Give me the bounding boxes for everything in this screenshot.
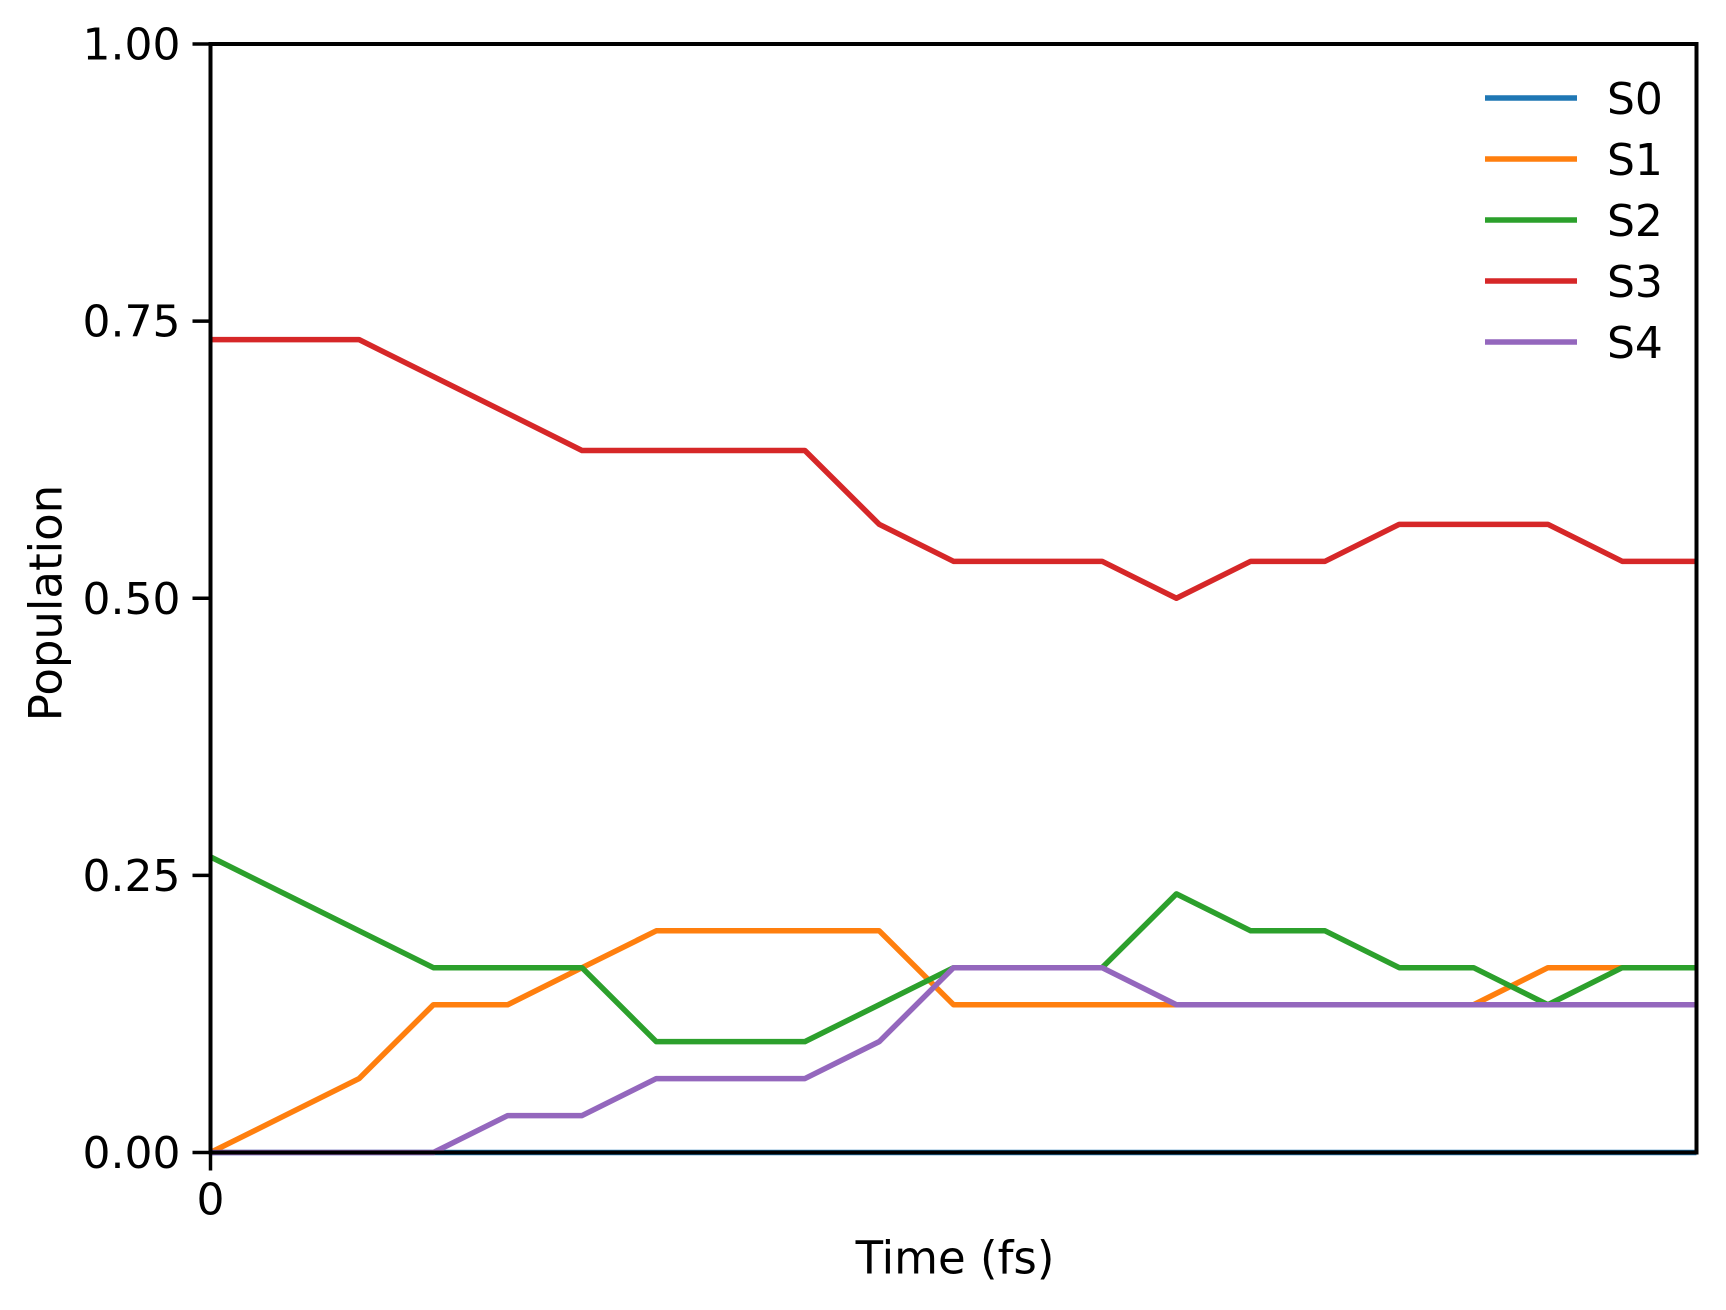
y-tick-label: 1.00 bbox=[83, 20, 181, 71]
y-tick-label: 0.75 bbox=[83, 297, 181, 348]
y-tick-label: 0.00 bbox=[83, 1128, 181, 1179]
legend-label-S1: S1 bbox=[1607, 135, 1663, 186]
series-line-S3 bbox=[210, 336, 1697, 601]
x-axis-label: Time (fs) bbox=[855, 1231, 1055, 1285]
y-tick-label: 0.25 bbox=[83, 851, 181, 902]
x-tick-label: 0 bbox=[197, 1175, 225, 1226]
legend-label-S4: S4 bbox=[1607, 318, 1663, 369]
y-axis-label: Population bbox=[19, 484, 73, 722]
legend-label-S2: S2 bbox=[1607, 196, 1663, 247]
legend-label-S0: S0 bbox=[1607, 74, 1663, 125]
y-tick-label: 0.50 bbox=[83, 574, 181, 625]
legend-label-S3: S3 bbox=[1607, 257, 1663, 308]
series-line-S4 bbox=[210, 964, 1697, 1156]
